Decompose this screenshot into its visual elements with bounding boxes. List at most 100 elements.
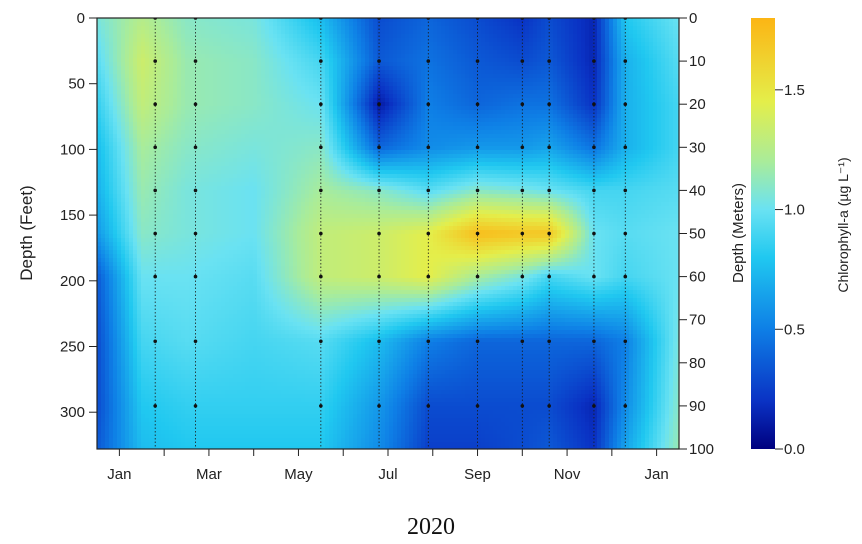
- heatmap-cell: [237, 434, 242, 439]
- heatmap-cell: [165, 390, 170, 395]
- heatmap-cell: [149, 274, 154, 279]
- heatmap-cell: [245, 230, 250, 235]
- heatmap-cell: [197, 362, 202, 367]
- heatmap-cell: [129, 362, 134, 367]
- heatmap-cell: [97, 274, 102, 279]
- heatmap-cell: [117, 370, 122, 375]
- heatmap-cell: [233, 278, 238, 283]
- heatmap-cell: [161, 334, 166, 339]
- heatmap-cell: [273, 150, 278, 155]
- heatmap-cell: [101, 298, 106, 303]
- heatmap-cell: [173, 86, 178, 91]
- heatmap-cell: [229, 174, 234, 179]
- heatmap-cell: [277, 330, 282, 335]
- heatmap-cell: [253, 274, 258, 279]
- heatmap-cell: [205, 414, 210, 419]
- heatmap-cell: [141, 226, 146, 231]
- heatmap-cell: [277, 274, 282, 279]
- heatmap-cell: [141, 26, 146, 31]
- heatmap-cell: [157, 402, 162, 407]
- heatmap-cell: [233, 182, 238, 187]
- heatmap-cell: [253, 238, 258, 243]
- heatmap-cell: [201, 318, 206, 323]
- heatmap-cell: [241, 334, 246, 339]
- heatmap-cell: [169, 378, 174, 383]
- heatmap-cell: [277, 134, 282, 139]
- heatmap-cell: [113, 386, 118, 391]
- heatmap-cell: [253, 322, 258, 327]
- heatmap-cell: [189, 282, 194, 287]
- heatmap-cell: [169, 22, 174, 27]
- heatmap-cell: [129, 174, 134, 179]
- heatmap-cell: [181, 218, 186, 223]
- heatmap-cell: [161, 190, 166, 195]
- heatmap-cell: [117, 154, 122, 159]
- heatmap-cell: [173, 82, 178, 87]
- heatmap-cell: [105, 190, 110, 195]
- heatmap-cell: [225, 226, 230, 231]
- heatmap-cell: [209, 366, 214, 371]
- heatmap-cell: [257, 446, 262, 449]
- heatmap-cell: [97, 442, 102, 447]
- heatmap-cell: [173, 226, 178, 231]
- heatmap-cell: [189, 354, 194, 359]
- heatmap-cell: [113, 350, 118, 355]
- heatmap-cell: [141, 258, 146, 263]
- heatmap-cell: [245, 322, 250, 327]
- heatmap-cell: [209, 270, 214, 275]
- heatmap-cell: [161, 78, 166, 83]
- heatmap-cell: [101, 158, 106, 163]
- heatmap-cell: [269, 278, 274, 283]
- heatmap-cell: [257, 110, 262, 115]
- heatmap-cell: [205, 142, 210, 147]
- heatmap-cell: [105, 382, 110, 387]
- heatmap-cell: [257, 230, 262, 235]
- heatmap-cell: [113, 270, 118, 275]
- heatmap-cell: [125, 438, 130, 443]
- heatmap-cell: [257, 298, 262, 303]
- heatmap-cell: [233, 130, 238, 135]
- heatmap-cell: [109, 206, 114, 211]
- heatmap-cell: [185, 166, 190, 171]
- heatmap-cell: [153, 410, 158, 415]
- heatmap-cell: [133, 290, 138, 295]
- heatmap-cell: [237, 62, 242, 67]
- heatmap-cell: [113, 78, 118, 83]
- heatmap-cell: [213, 126, 218, 131]
- heatmap-cell: [109, 446, 114, 449]
- heatmap-cell: [109, 154, 114, 159]
- heatmap-cell: [233, 282, 238, 287]
- heatmap-cell: [97, 210, 102, 215]
- heatmap-cell: [193, 78, 198, 83]
- heatmap-cell: [161, 70, 166, 75]
- heatmap-cell: [221, 382, 226, 387]
- heatmap-cell: [149, 122, 154, 127]
- heatmap-cell: [101, 246, 106, 251]
- heatmap-cell: [205, 50, 210, 55]
- heatmap-cell: [205, 126, 210, 131]
- heatmap-cell: [189, 246, 194, 251]
- heatmap-cell: [237, 418, 242, 423]
- heatmap-cell: [217, 206, 222, 211]
- heatmap-cell: [213, 78, 218, 83]
- heatmap-cell: [189, 362, 194, 367]
- heatmap-cell: [225, 166, 230, 171]
- heatmap-cell: [249, 122, 254, 127]
- heatmap-cell: [241, 182, 246, 187]
- heatmap-cell: [277, 142, 282, 147]
- heatmap-cell: [277, 70, 282, 75]
- heatmap-cell: [281, 102, 286, 107]
- heatmap-cell: [145, 94, 150, 99]
- heatmap-cell: [153, 54, 158, 59]
- heatmap-cell: [137, 26, 142, 31]
- heatmap-cell: [137, 74, 142, 79]
- heatmap-cell: [189, 306, 194, 311]
- heatmap-cell: [213, 366, 218, 371]
- heatmap-cell: [209, 98, 214, 103]
- heatmap-cell: [137, 430, 142, 435]
- heatmap-cell: [217, 66, 222, 71]
- heatmap-cell: [133, 94, 138, 99]
- heatmap-cell: [157, 326, 162, 331]
- heatmap-cell: [169, 314, 174, 319]
- heatmap-cell: [105, 378, 110, 383]
